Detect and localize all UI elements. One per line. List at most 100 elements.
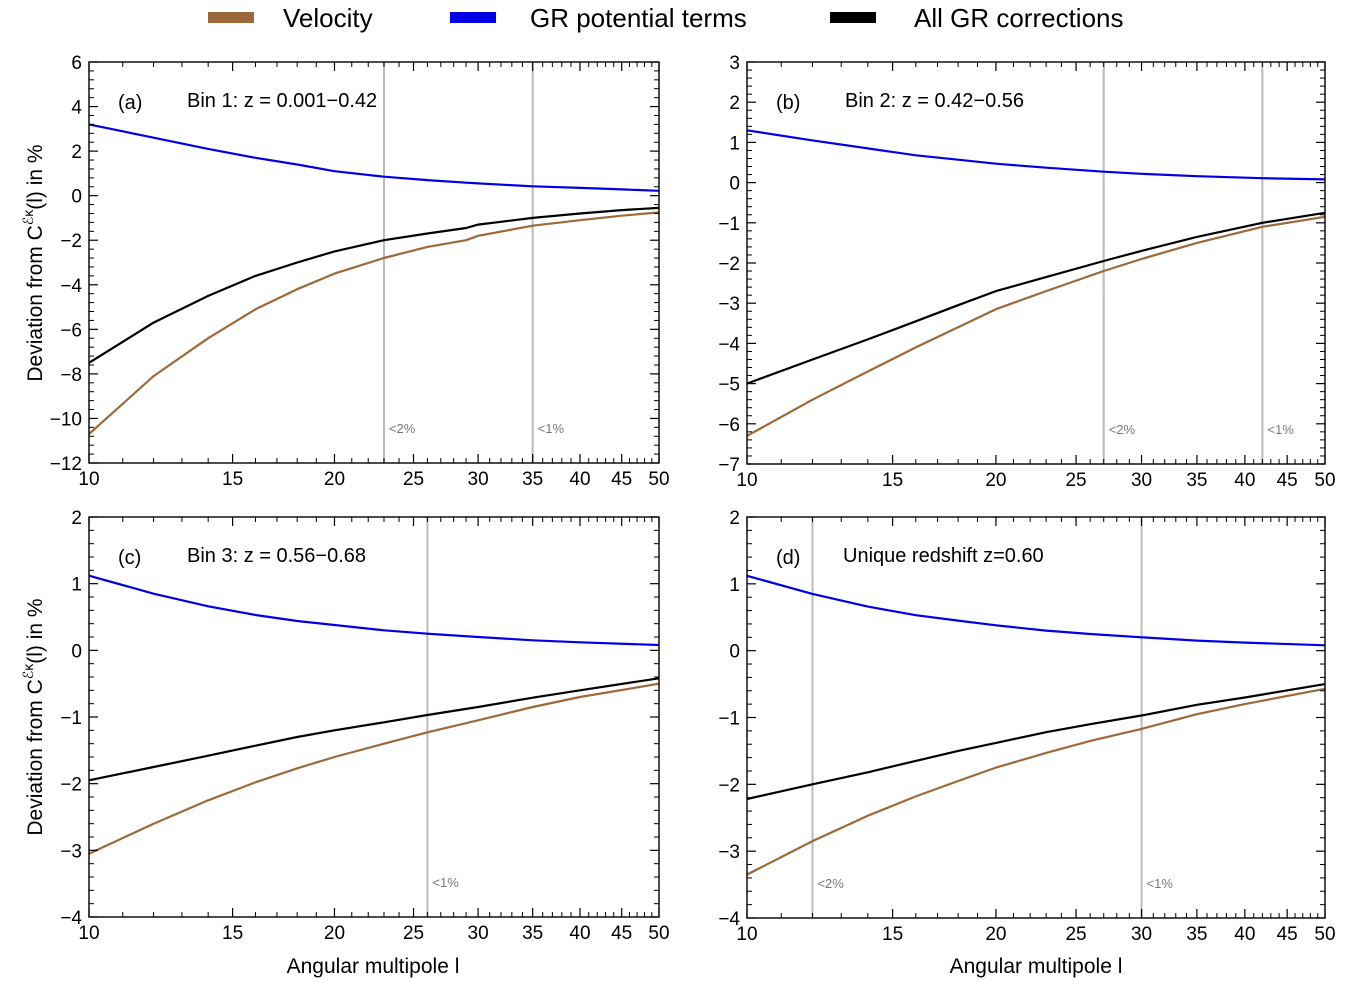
panel-tag: (c) — [118, 547, 141, 569]
y-tick-label: −4 — [60, 908, 82, 929]
plot-frame — [88, 61, 660, 464]
legend-label-velocity: Velocity — [283, 3, 373, 33]
panel-b: <2% <1% 10 15 20 25 30 35 40 45 50 −7 −6 −5 −4 −3 −2 −1 0 1… — [718, 53, 1335, 491]
y-axis-title-top: Deviation from Cℰκ(l) in % — [20, 144, 47, 381]
panel-title: Bin 3: z = 0.56−0.68 — [187, 545, 366, 567]
y-tick-label: −2 — [718, 775, 740, 796]
plot-frame — [746, 516, 1326, 919]
y-tick-label: −5 — [718, 375, 740, 396]
legend-label-all-gr-corrections: All GR corrections — [914, 3, 1124, 33]
threshold-label: <1% — [1147, 876, 1174, 891]
legend-swatch-all-gr-corrections — [830, 12, 876, 23]
legend-item-velocity: Velocity — [208, 3, 373, 33]
panel-title: Bin 2: z = 0.42−0.56 — [845, 90, 1024, 112]
series-line-velocity — [746, 215, 1326, 437]
y-tick-label: 0 — [71, 641, 82, 662]
x-tick-label: 35 — [1186, 470, 1207, 491]
x-tick-label: 20 — [985, 470, 1006, 491]
x-axis-title-right: Angular multipole l — [950, 955, 1123, 978]
threshold-label: <2% — [1109, 422, 1136, 437]
y-tick-label: −6 — [60, 320, 82, 341]
y-tick-label: −10 — [50, 409, 82, 430]
x-tick-label: 25 — [1065, 924, 1086, 945]
x-tick-label: 50 — [1314, 470, 1335, 491]
x-tick-label: 25 — [403, 923, 424, 944]
y-tick-label: 4 — [71, 98, 82, 119]
series-line-all-gr-corrections — [88, 677, 660, 782]
y-tick-label: −2 — [60, 775, 82, 796]
y-tick-label: 0 — [729, 642, 740, 663]
panel-title: Bin 1: z = 0.001−0.42 — [187, 90, 377, 112]
y-tick-label: 2 — [71, 142, 82, 163]
x-tick-label: 15 — [882, 924, 903, 945]
y-axis-title: Deviation from Cℰκ(l) in % — [20, 598, 47, 835]
y-tick-label: 2 — [71, 508, 82, 529]
series-line-gr-potential-terms — [746, 129, 1326, 181]
legend: Velocity GR potential terms All GR corre… — [208, 3, 1124, 33]
plot-frame — [88, 516, 660, 918]
x-tick-label: 45 — [611, 923, 632, 944]
y-tick-label: −1 — [718, 709, 740, 730]
x-tick-label: 45 — [1277, 924, 1298, 945]
x-tick-label: 40 — [569, 469, 590, 490]
threshold-label: <1% — [538, 421, 565, 436]
x-tick-label: 25 — [403, 469, 424, 490]
legend-item-gr-potential-terms: GR potential terms — [450, 3, 747, 33]
series-line-all-gr-corrections — [746, 683, 1326, 801]
x-tick-label: 40 — [1234, 470, 1255, 491]
x-tick-label: 10 — [78, 469, 99, 490]
x-tick-label: 30 — [468, 469, 489, 490]
y-tick-label: −3 — [718, 294, 740, 315]
y-tick-label: 0 — [729, 174, 740, 195]
y-tick-label: 1 — [71, 575, 82, 596]
legend-item-all-gr-corrections: All GR corrections — [830, 3, 1124, 33]
x-tick-label: 15 — [882, 470, 903, 491]
x-tick-label: 50 — [648, 923, 669, 944]
y-tick-label: −6 — [718, 415, 740, 436]
x-tick-label: 10 — [736, 470, 757, 491]
y-tick-label: −3 — [60, 841, 82, 862]
panel-a: <2% <1% 10 15 20 25 30 35 40 45 50 −12 −10 −8 −6 −4 −2 0 2… — [50, 53, 670, 490]
series-line-gr-potential-terms — [746, 574, 1326, 647]
x-tick-label: 20 — [324, 469, 345, 490]
x-tick-label: 35 — [522, 923, 543, 944]
y-tick-label: 3 — [729, 53, 740, 74]
plot-frame — [746, 61, 1326, 465]
x-tick-label: 30 — [468, 923, 489, 944]
y-tick-label: −7 — [718, 455, 740, 476]
x-tick-label: 10 — [78, 923, 99, 944]
x-tick-label: 45 — [1277, 470, 1298, 491]
x-tick-label: 30 — [1131, 924, 1152, 945]
y-tick-label: −8 — [60, 365, 82, 386]
x-tick-label: 30 — [1131, 470, 1152, 491]
series-line-gr-potential-terms — [88, 123, 660, 192]
series-line-all-gr-corrections — [746, 211, 1326, 385]
threshold-label: <1% — [432, 875, 459, 890]
y-tick-label: 1 — [729, 133, 740, 154]
series-line-all-gr-corrections — [88, 206, 660, 364]
panel-c: <1% 10 15 20 25 30 35 40 45 50 −4 −3 −2 −1 0 1 2 (c) Bin 3… — [60, 508, 669, 944]
x-tick-label: 20 — [324, 923, 345, 944]
panel-d: <2% <1% 10 15 20 25 30 35 40 45 50 −4 −3 −2 −1 0 1 2 (d) Un… — [718, 508, 1335, 945]
y-tick-label: −2 — [718, 254, 740, 275]
legend-swatch-velocity — [208, 12, 254, 23]
y-axis-title: Deviation from Cℰκ(l) in % — [20, 144, 47, 381]
x-axis-title-left: Angular multipole l — [287, 955, 460, 978]
threshold-label: <2% — [389, 421, 416, 436]
x-tick-label: 40 — [569, 923, 590, 944]
y-tick-label: −1 — [718, 214, 740, 235]
panel-tag: (a) — [118, 92, 142, 114]
y-tick-label: 0 — [71, 187, 82, 208]
series-line-velocity — [88, 211, 660, 435]
series-line-velocity — [88, 682, 660, 855]
x-tick-label: 15 — [222, 469, 243, 490]
y-tick-label: 2 — [729, 93, 740, 114]
x-tick-label: 50 — [648, 469, 669, 490]
y-tick-label: 6 — [71, 53, 82, 74]
x-tick-label: 40 — [1234, 924, 1255, 945]
series-line-velocity — [746, 687, 1326, 876]
y-tick-label: −4 — [718, 909, 740, 930]
panel-tag: (b) — [776, 92, 800, 114]
y-tick-label: 1 — [729, 575, 740, 596]
